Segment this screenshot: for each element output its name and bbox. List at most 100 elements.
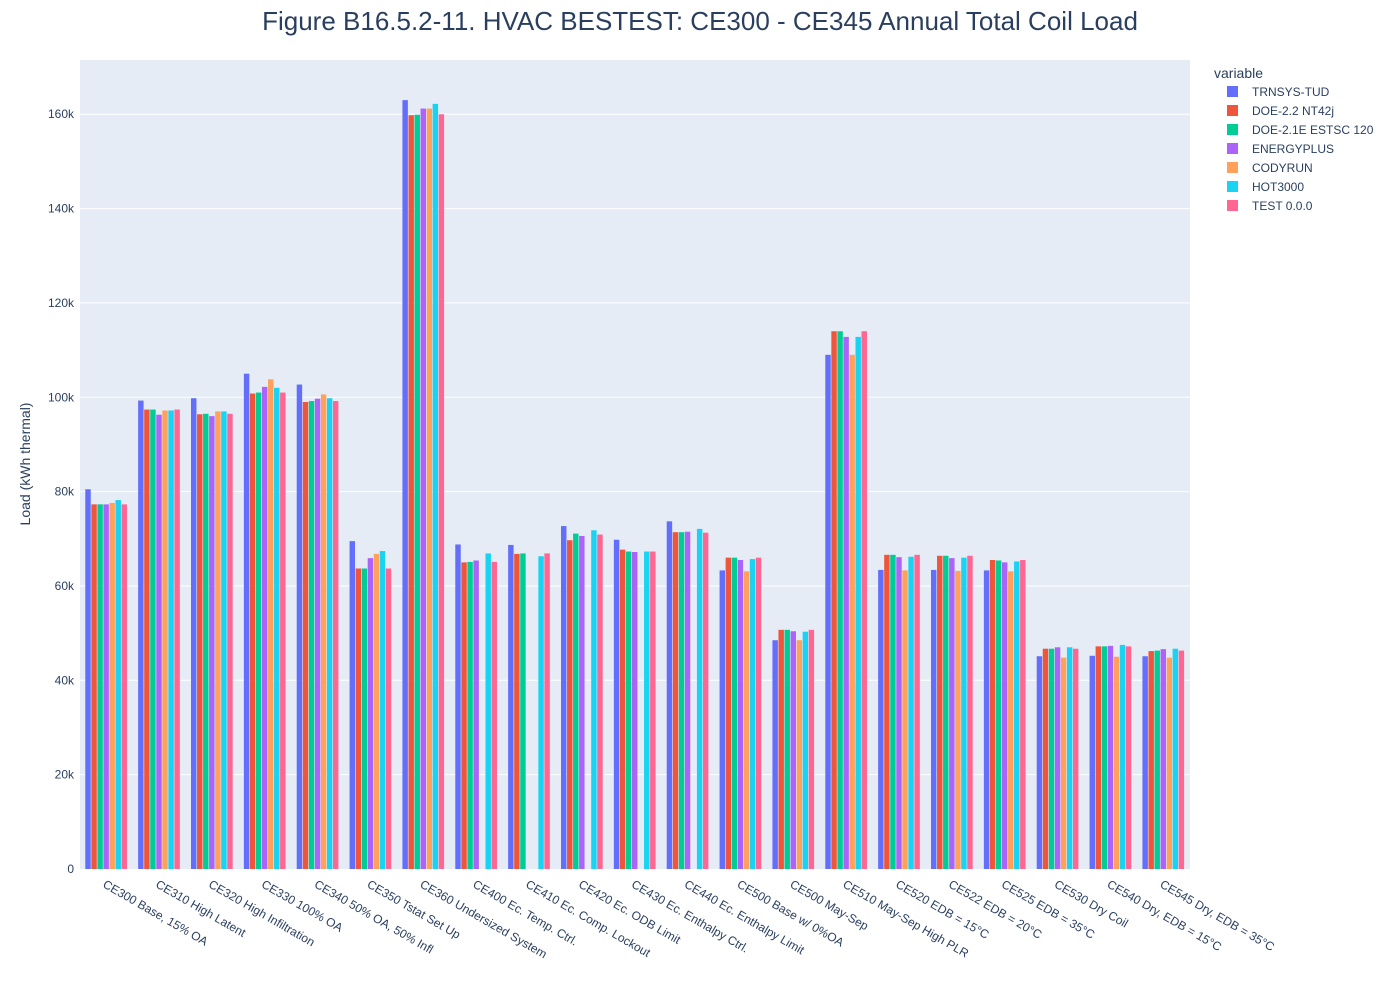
bar[interactable] — [461, 562, 467, 869]
legend-item-label[interactable]: ENERGYPLUS — [1252, 142, 1334, 156]
bar[interactable] — [438, 114, 445, 869]
bar[interactable] — [320, 394, 327, 869]
bar[interactable] — [349, 541, 356, 869]
bar[interactable] — [943, 555, 949, 869]
bar[interactable] — [967, 555, 973, 869]
bar[interactable] — [162, 410, 168, 869]
bar[interactable] — [414, 114, 420, 870]
bar[interactable] — [314, 398, 321, 869]
bar[interactable] — [1119, 644, 1126, 869]
bar[interactable] — [989, 560, 996, 869]
bar[interactable] — [1060, 657, 1067, 869]
bar[interactable] — [191, 398, 197, 869]
bar[interactable] — [619, 549, 626, 869]
legend-swatch[interactable] — [1227, 143, 1238, 154]
legend-item-label[interactable]: DOE-2.1E ESTSC 120 — [1252, 123, 1374, 137]
bar[interactable] — [725, 557, 732, 869]
bar[interactable] — [955, 570, 961, 869]
bar[interactable] — [902, 570, 908, 869]
bar[interactable] — [625, 551, 632, 869]
bar[interactable] — [280, 392, 286, 869]
bar[interactable] — [520, 553, 526, 869]
bar[interactable] — [508, 544, 514, 869]
bar[interactable] — [573, 533, 579, 869]
legend-item-label[interactable]: TRNSYS-TUD — [1252, 85, 1330, 99]
bar[interactable] — [361, 568, 368, 869]
bar[interactable] — [890, 554, 896, 869]
bar[interactable] — [103, 504, 109, 869]
bar[interactable] — [1107, 645, 1114, 869]
bar[interactable] — [644, 551, 650, 869]
bar[interactable] — [995, 560, 1002, 870]
bar[interactable] — [755, 557, 762, 869]
bar[interactable] — [843, 336, 849, 869]
bar[interactable] — [274, 387, 280, 869]
bar[interactable] — [1072, 648, 1079, 869]
bar[interactable] — [150, 409, 156, 869]
legend-item-label[interactable]: CODYRUN — [1252, 161, 1313, 175]
bar[interactable] — [420, 108, 426, 870]
legend-item-label[interactable]: HOT3000 — [1252, 180, 1304, 194]
bar[interactable] — [684, 531, 691, 869]
bar[interactable] — [731, 557, 738, 869]
bar[interactable] — [203, 413, 209, 869]
legend-swatch[interactable] — [1227, 86, 1238, 97]
bar[interactable] — [85, 489, 91, 869]
bar[interactable] — [255, 392, 262, 869]
bar[interactable] — [1172, 648, 1179, 869]
bar[interactable] — [878, 569, 884, 869]
legend-swatch[interactable] — [1227, 105, 1238, 116]
bar[interactable] — [249, 393, 256, 869]
bar[interactable] — [597, 534, 603, 869]
bar[interactable] — [1036, 656, 1043, 869]
bar[interactable] — [1008, 571, 1014, 869]
legend-swatch[interactable] — [1227, 181, 1238, 192]
bar[interactable] — [896, 557, 902, 869]
bar[interactable] — [961, 557, 967, 869]
bar[interactable] — [1020, 560, 1026, 869]
bar[interactable] — [855, 336, 861, 869]
bar[interactable] — [168, 410, 174, 869]
bar[interactable] — [408, 115, 414, 869]
bar[interactable] — [1066, 647, 1073, 869]
bar[interactable] — [485, 553, 491, 869]
legend-swatch[interactable] — [1227, 162, 1238, 173]
bar[interactable] — [1113, 656, 1120, 869]
bar[interactable] — [332, 401, 339, 869]
bar[interactable] — [209, 416, 215, 869]
bar[interactable] — [91, 504, 97, 869]
legend-swatch[interactable] — [1227, 124, 1238, 135]
bar[interactable] — [1014, 561, 1020, 869]
bar[interactable] — [613, 539, 620, 869]
bar[interactable] — [825, 354, 831, 870]
bar[interactable] — [243, 373, 250, 869]
bar[interactable] — [1001, 562, 1008, 869]
bar[interactable] — [385, 568, 392, 869]
bar[interactable] — [983, 570, 990, 869]
bar[interactable] — [631, 552, 638, 869]
bar[interactable] — [579, 535, 585, 869]
bar[interactable] — [1054, 647, 1061, 869]
bar[interactable] — [221, 411, 227, 869]
bar[interactable] — [790, 631, 796, 869]
bar[interactable] — [861, 331, 867, 869]
bar[interactable] — [591, 530, 597, 869]
bar[interactable] — [121, 504, 127, 869]
bar[interactable] — [373, 553, 380, 869]
bar[interactable] — [719, 570, 726, 869]
legend-item-label[interactable]: DOE-2.2 NT42j — [1252, 104, 1334, 118]
bar[interactable] — [296, 384, 303, 869]
bar[interactable] — [455, 544, 461, 869]
bar[interactable] — [678, 532, 685, 869]
bar[interactable] — [109, 502, 115, 869]
bar[interactable] — [702, 532, 709, 869]
bar[interactable] — [1154, 650, 1160, 869]
bar[interactable] — [784, 629, 790, 869]
bar[interactable] — [1142, 656, 1148, 869]
bar[interactable] — [261, 386, 268, 869]
bar[interactable] — [931, 569, 937, 869]
bar[interactable] — [156, 414, 162, 869]
bar[interactable] — [514, 553, 520, 869]
bar[interactable] — [138, 400, 144, 869]
bar[interactable] — [432, 103, 439, 870]
